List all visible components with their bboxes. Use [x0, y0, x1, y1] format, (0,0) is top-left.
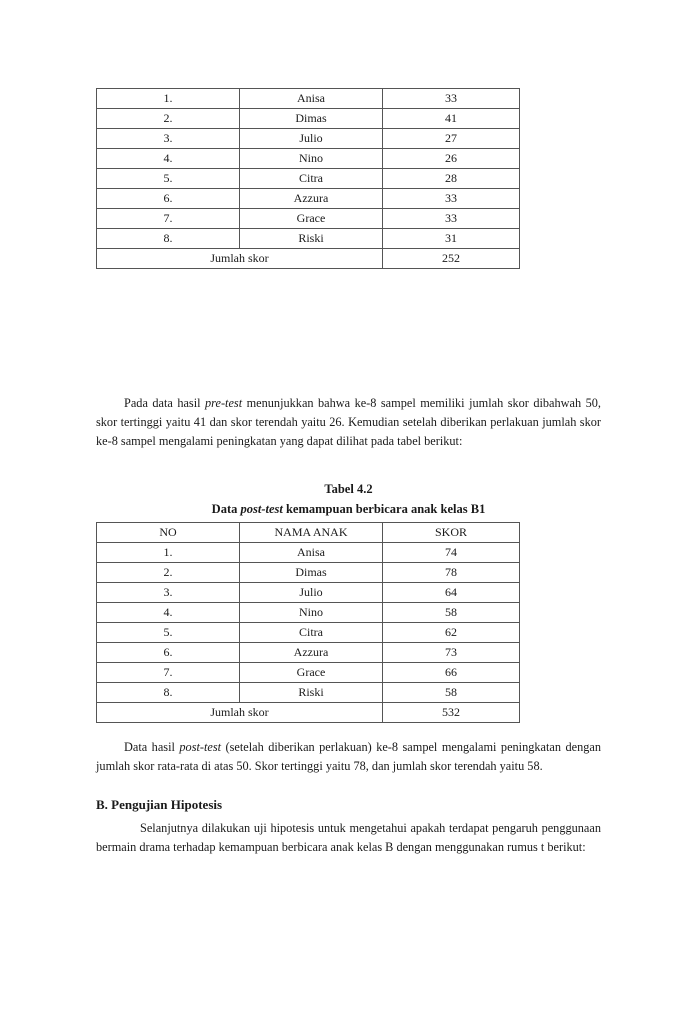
table-row: 4. Nino 26 [96, 148, 520, 169]
paragraph-hypothesis: Selanjutnya dilakukan uji hipotesis untu… [96, 819, 601, 857]
table-cell: 1. [96, 88, 240, 109]
table-cell: Anisa [239, 542, 383, 563]
table-cell: 41 [382, 108, 520, 129]
text: Pada data hasil [124, 396, 206, 410]
total-row: Jumlah skor 532 [96, 702, 520, 723]
column-header: NO [96, 522, 240, 543]
table-cell: 62 [382, 622, 520, 643]
section-heading: B. Pengujian Hipotesis [96, 797, 223, 812]
table-cell: 66 [382, 662, 520, 683]
table-caption-title: Data post-test kemampuan berbicara anak … [96, 502, 601, 517]
table-cell: 4. [96, 602, 240, 623]
total-label: Jumlah skor [96, 702, 383, 723]
table-cell: 58 [382, 682, 520, 703]
table-row: 7. Grace 33 [96, 208, 520, 229]
text: Data hasil [124, 740, 180, 754]
total-label: Jumlah skor [96, 248, 383, 269]
table-cell: 33 [382, 188, 520, 209]
table-cell: 4. [96, 148, 240, 169]
pretest-table: 1. Anisa 33 2. Dimas 41 3. Julio 27 4. Nino 26 5. Cit… [96, 88, 520, 269]
paragraph-posttest: Data hasil post-test (setelah diberikan … [96, 738, 601, 776]
table-cell: 33 [382, 208, 520, 229]
table-cell: 31 [382, 228, 520, 249]
table-cell: Azzura [239, 642, 383, 663]
table-cell: Grace [239, 208, 383, 229]
paragraph-pretest: Pada data hasil pre-test menunjukkan bah… [96, 394, 601, 451]
table-row: 3. Julio 64 [96, 582, 520, 603]
text: Data [211, 502, 241, 516]
table-cell: 78 [382, 562, 520, 583]
table-row: 8. Riski 58 [96, 682, 520, 703]
table-row: 7. Grace 66 [96, 662, 520, 683]
text-italic: post-test [179, 740, 222, 754]
table-row: 8. Riski 31 [96, 228, 520, 249]
table-cell: 73 [382, 642, 520, 663]
table-cell: Azzura [239, 188, 383, 209]
table-cell: 8. [96, 228, 240, 249]
table-cell: 8. [96, 682, 240, 703]
table-cell: 6. [96, 642, 240, 663]
table-cell: 74 [382, 542, 520, 563]
table-cell: 3. [96, 128, 240, 149]
total-value: 532 [382, 702, 520, 723]
table-cell: 58 [382, 602, 520, 623]
text: (setelah diberikan perlakuan) ke-8 sampe… [96, 740, 601, 773]
table-caption-number: Tabel 4.2 [324, 482, 373, 496]
table-cell: 64 [382, 582, 520, 603]
table-cell: 6. [96, 188, 240, 209]
total-value: 252 [382, 248, 520, 269]
table-cell: 27 [382, 128, 520, 149]
table-cell: 2. [96, 108, 240, 129]
table-row: 2. Dimas 41 [96, 108, 520, 129]
table-row: 4. Nino 58 [96, 602, 520, 623]
table-cell: Nino [239, 602, 383, 623]
table-cell: 2. [96, 562, 240, 583]
column-header: SKOR [382, 522, 520, 543]
table-cell: 28 [382, 168, 520, 189]
table-cell: Citra [239, 168, 383, 189]
posttest-table: NO NAMA ANAK SKOR 1. Anisa 74 2. Dimas 78 3. Julio… [96, 522, 520, 723]
text: kemampuan berbicara anak kelas B1 [282, 502, 486, 516]
table-cell: 7. [96, 662, 240, 683]
table-cell: Citra [239, 622, 383, 643]
table-cell: Dimas [239, 562, 383, 583]
table-cell: 1. [96, 542, 240, 563]
table-row: 2. Dimas 78 [96, 562, 520, 583]
table-cell: 7. [96, 208, 240, 229]
total-row: Jumlah skor 252 [96, 248, 520, 269]
table-row: 5. Citra 62 [96, 622, 520, 643]
text: menunjukkan bahwa ke-8 sampel memiliki j… [96, 396, 601, 448]
table-cell: Julio [239, 128, 383, 149]
table-cell: Dimas [239, 108, 383, 129]
table-cell: 5. [96, 622, 240, 643]
table-cell: Riski [239, 228, 383, 249]
table-row: 6. Azzura 33 [96, 188, 520, 209]
table-row: 6. Azzura 73 [96, 642, 520, 663]
text-italic: pre-test [205, 396, 243, 410]
table-cell: 33 [382, 88, 520, 109]
table-row: 1. Anisa 33 [96, 88, 520, 109]
table-row: 5. Citra 28 [96, 168, 520, 189]
column-header: NAMA ANAK [239, 522, 383, 543]
table-cell: Riski [239, 682, 383, 703]
table-cell: Julio [239, 582, 383, 603]
table-cell: Anisa [239, 88, 383, 109]
table-header-row: NO NAMA ANAK SKOR [96, 522, 520, 543]
table-cell: Grace [239, 662, 383, 683]
text: Selanjutnya dilakukan uji hipotesis untu… [96, 821, 601, 854]
table-cell: 5. [96, 168, 240, 189]
table-cell: Nino [239, 148, 383, 169]
table-row: 1. Anisa 74 [96, 542, 520, 563]
table-row: 3. Julio 27 [96, 128, 520, 149]
table-cell: 26 [382, 148, 520, 169]
text-italic: post-test [240, 502, 283, 516]
table-cell: 3. [96, 582, 240, 603]
